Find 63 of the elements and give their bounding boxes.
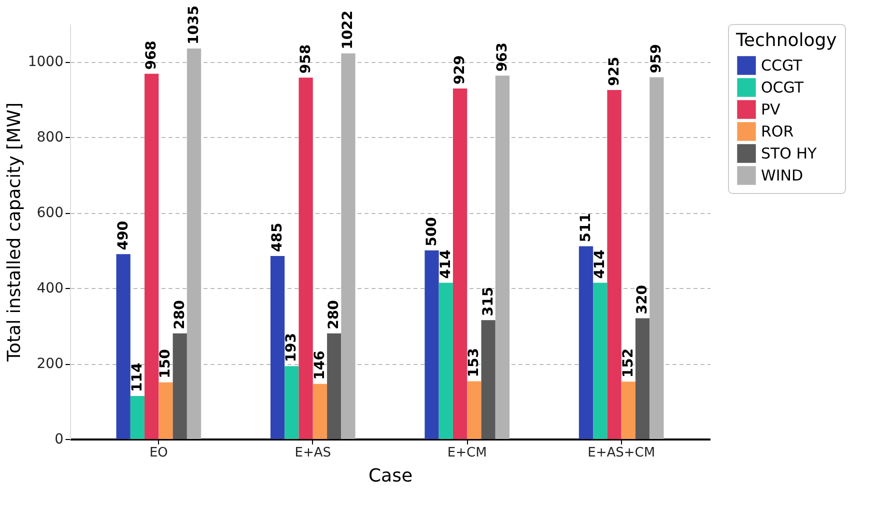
bar bbox=[327, 333, 342, 439]
x-tick-label: EO bbox=[149, 446, 168, 460]
data-label: 280 bbox=[172, 300, 188, 330]
bar bbox=[424, 250, 439, 439]
bar bbox=[438, 282, 453, 439]
legend-label: STO HY bbox=[761, 144, 818, 162]
y-tick-label: 1000 bbox=[28, 54, 64, 70]
bar bbox=[130, 396, 145, 439]
data-label: 280 bbox=[326, 300, 342, 330]
data-label: 150 bbox=[158, 348, 174, 378]
bar bbox=[116, 254, 130, 439]
data-label: 963 bbox=[494, 42, 510, 72]
y-tick-label: 400 bbox=[36, 280, 64, 297]
data-label: 152 bbox=[620, 348, 636, 378]
y-tick-label: 800 bbox=[36, 130, 64, 146]
bar bbox=[144, 74, 159, 439]
data-label: 958 bbox=[298, 44, 314, 74]
y-axis-title: Total installed capacity [MW] bbox=[4, 102, 25, 362]
bar bbox=[621, 382, 636, 439]
data-label: 315 bbox=[480, 286, 496, 316]
bar bbox=[481, 320, 496, 439]
bar bbox=[270, 256, 285, 439]
bar bbox=[593, 282, 608, 439]
legend-label: OCGT bbox=[761, 78, 804, 96]
legend-title: Technology bbox=[735, 30, 838, 51]
data-label: 1022 bbox=[340, 10, 356, 50]
x-tick-label: E+AS+CM bbox=[588, 446, 656, 460]
x-tick-label: E+AS bbox=[294, 446, 332, 460]
data-label: 500 bbox=[424, 216, 440, 246]
data-label: 146 bbox=[312, 350, 328, 380]
legend-label: WIND bbox=[761, 166, 804, 184]
legend-label: PV bbox=[761, 100, 782, 118]
x-tick-label: E+CM bbox=[447, 446, 487, 460]
data-label: 414 bbox=[438, 249, 454, 279]
data-label: 153 bbox=[466, 348, 482, 378]
bar bbox=[284, 366, 299, 439]
data-label: 1035 bbox=[186, 6, 202, 45]
legend-label: CCGT bbox=[761, 56, 804, 74]
bar bbox=[607, 90, 622, 439]
data-label: 114 bbox=[129, 362, 146, 392]
data-label: 193 bbox=[284, 332, 300, 362]
bar bbox=[172, 333, 187, 439]
bar bbox=[467, 381, 482, 439]
x-axis-title: Case bbox=[368, 466, 413, 486]
bar bbox=[452, 88, 468, 439]
data-label: 320 bbox=[634, 284, 651, 314]
bar bbox=[578, 246, 594, 439]
data-label: 959 bbox=[648, 44, 665, 74]
bar bbox=[298, 78, 313, 439]
data-label: 414 bbox=[592, 249, 608, 279]
data-label: 968 bbox=[144, 40, 160, 70]
bar bbox=[158, 382, 173, 439]
y-tick-label: 600 bbox=[36, 205, 64, 222]
data-label: 929 bbox=[452, 55, 468, 85]
bar bbox=[312, 384, 328, 439]
bar bbox=[635, 318, 650, 439]
y-tick-label: 0 bbox=[54, 432, 64, 448]
legend-label: ROR bbox=[761, 122, 794, 140]
y-tick-label: 200 bbox=[36, 356, 64, 372]
data-label: 511 bbox=[578, 212, 594, 242]
data-label: 490 bbox=[115, 220, 132, 250]
data-label: 925 bbox=[606, 56, 622, 86]
data-label: 485 bbox=[270, 222, 286, 252]
